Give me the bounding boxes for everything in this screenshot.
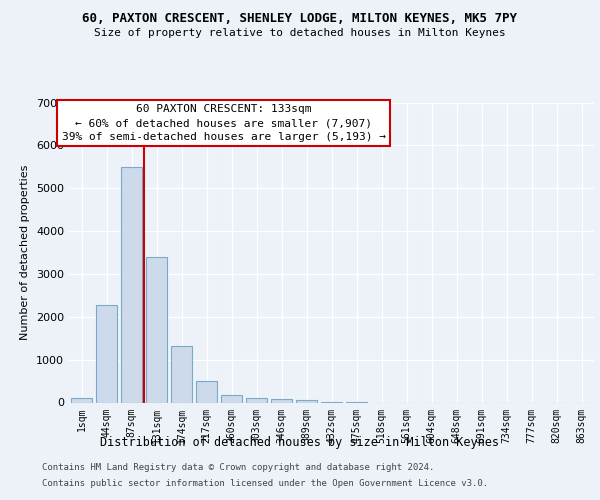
Text: Distribution of detached houses by size in Milton Keynes: Distribution of detached houses by size …	[101, 436, 499, 449]
Text: Contains public sector information licensed under the Open Government Licence v3: Contains public sector information licen…	[42, 478, 488, 488]
Bar	[171, 346, 192, 403]
Bar	[96, 305, 117, 402]
Bar	[246, 398, 267, 402]
Bar	[121, 167, 142, 402]
Bar	[221, 395, 242, 402]
Text: Size of property relative to detached houses in Milton Keynes: Size of property relative to detached ho…	[94, 28, 506, 38]
Text: 60, PAXTON CRESCENT, SHENLEY LODGE, MILTON KEYNES, MK5 7PY: 60, PAXTON CRESCENT, SHENLEY LODGE, MILT…	[83, 12, 517, 26]
Bar	[71, 398, 92, 402]
Bar	[196, 381, 217, 402]
Text: 60 PAXTON CRESCENT: 133sqm
← 60% of detached houses are smaller (7,907)
39% of s: 60 PAXTON CRESCENT: 133sqm ← 60% of deta…	[62, 104, 386, 142]
Text: Contains HM Land Registry data © Crown copyright and database right 2024.: Contains HM Land Registry data © Crown c…	[42, 464, 434, 472]
Bar	[271, 399, 292, 402]
Y-axis label: Number of detached properties: Number of detached properties	[20, 165, 31, 340]
Bar	[146, 257, 167, 402]
Bar	[296, 400, 317, 402]
